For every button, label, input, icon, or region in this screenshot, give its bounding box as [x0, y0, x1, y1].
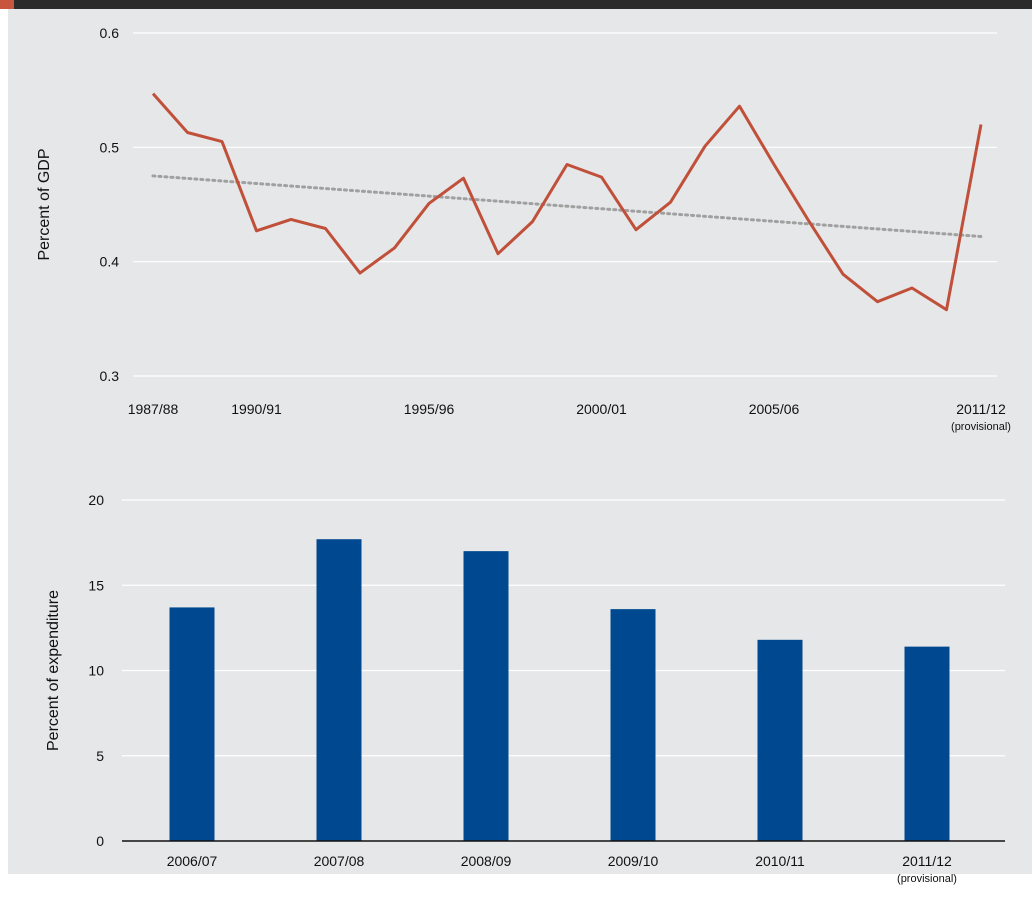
- line-x-tick-label: 2005/06: [749, 401, 800, 417]
- top-bar-accent: [0, 0, 14, 9]
- bar-x-tick-label: 2010/11: [755, 853, 805, 869]
- bar: [610, 609, 656, 841]
- line-x-tick-label: 2011/12: [956, 401, 1006, 417]
- line-y-tick-label: 0.4: [100, 254, 120, 270]
- bar-x-tick-label: 2006/07: [167, 853, 218, 869]
- bar-y-tick-label: 5: [96, 748, 104, 764]
- bar-chart: 20 15 10 5 0 Percent of expenditure 2006/07 200…: [45, 492, 1005, 885]
- line-y-tick-label: 0.6: [100, 25, 120, 41]
- bar-x-tick-label: 2011/12: [902, 853, 952, 869]
- line-x-tick-label: 2000/01: [576, 401, 627, 417]
- bar-y-tick-label: 10: [88, 663, 104, 679]
- line-y-tick-label: 0.3: [100, 368, 120, 384]
- bar: [904, 646, 950, 841]
- bar-x-tick-label: 2008/09: [461, 853, 512, 869]
- line-x-tick-label: 1987/88: [128, 401, 179, 417]
- line-x-tick-note: (provisional): [951, 421, 1011, 433]
- line-x-tick-label: 1995/96: [404, 401, 455, 417]
- bar: [316, 539, 362, 841]
- line-series: [151, 92, 983, 312]
- bar-y-tick-label: 15: [88, 577, 104, 593]
- bar-y-tick-label: 20: [88, 492, 104, 508]
- bar-x-tick-label: 2009/10: [608, 853, 659, 869]
- bar: [757, 639, 803, 841]
- bar-y-axis-label: Percent of expenditure: [45, 590, 62, 751]
- bar-x-tick-note: (provisional): [897, 873, 957, 885]
- bar-x-tick-label: 2007/08: [314, 853, 365, 869]
- bar: [169, 607, 215, 841]
- line-trendline: [151, 174, 983, 239]
- bar-y-tick-label: 0: [96, 833, 104, 849]
- line-y-axis-label: Percent of GDP: [36, 148, 53, 260]
- line-x-tick-label: 1990/91: [231, 401, 282, 417]
- top-bar: [0, 0, 1032, 9]
- line-chart: 0.6 0.5 0.4 0.3 Percent of GDP 1987/88 1990/91…: [36, 25, 1011, 433]
- line-y-tick-label: 0.5: [100, 139, 120, 155]
- bar: [463, 551, 509, 841]
